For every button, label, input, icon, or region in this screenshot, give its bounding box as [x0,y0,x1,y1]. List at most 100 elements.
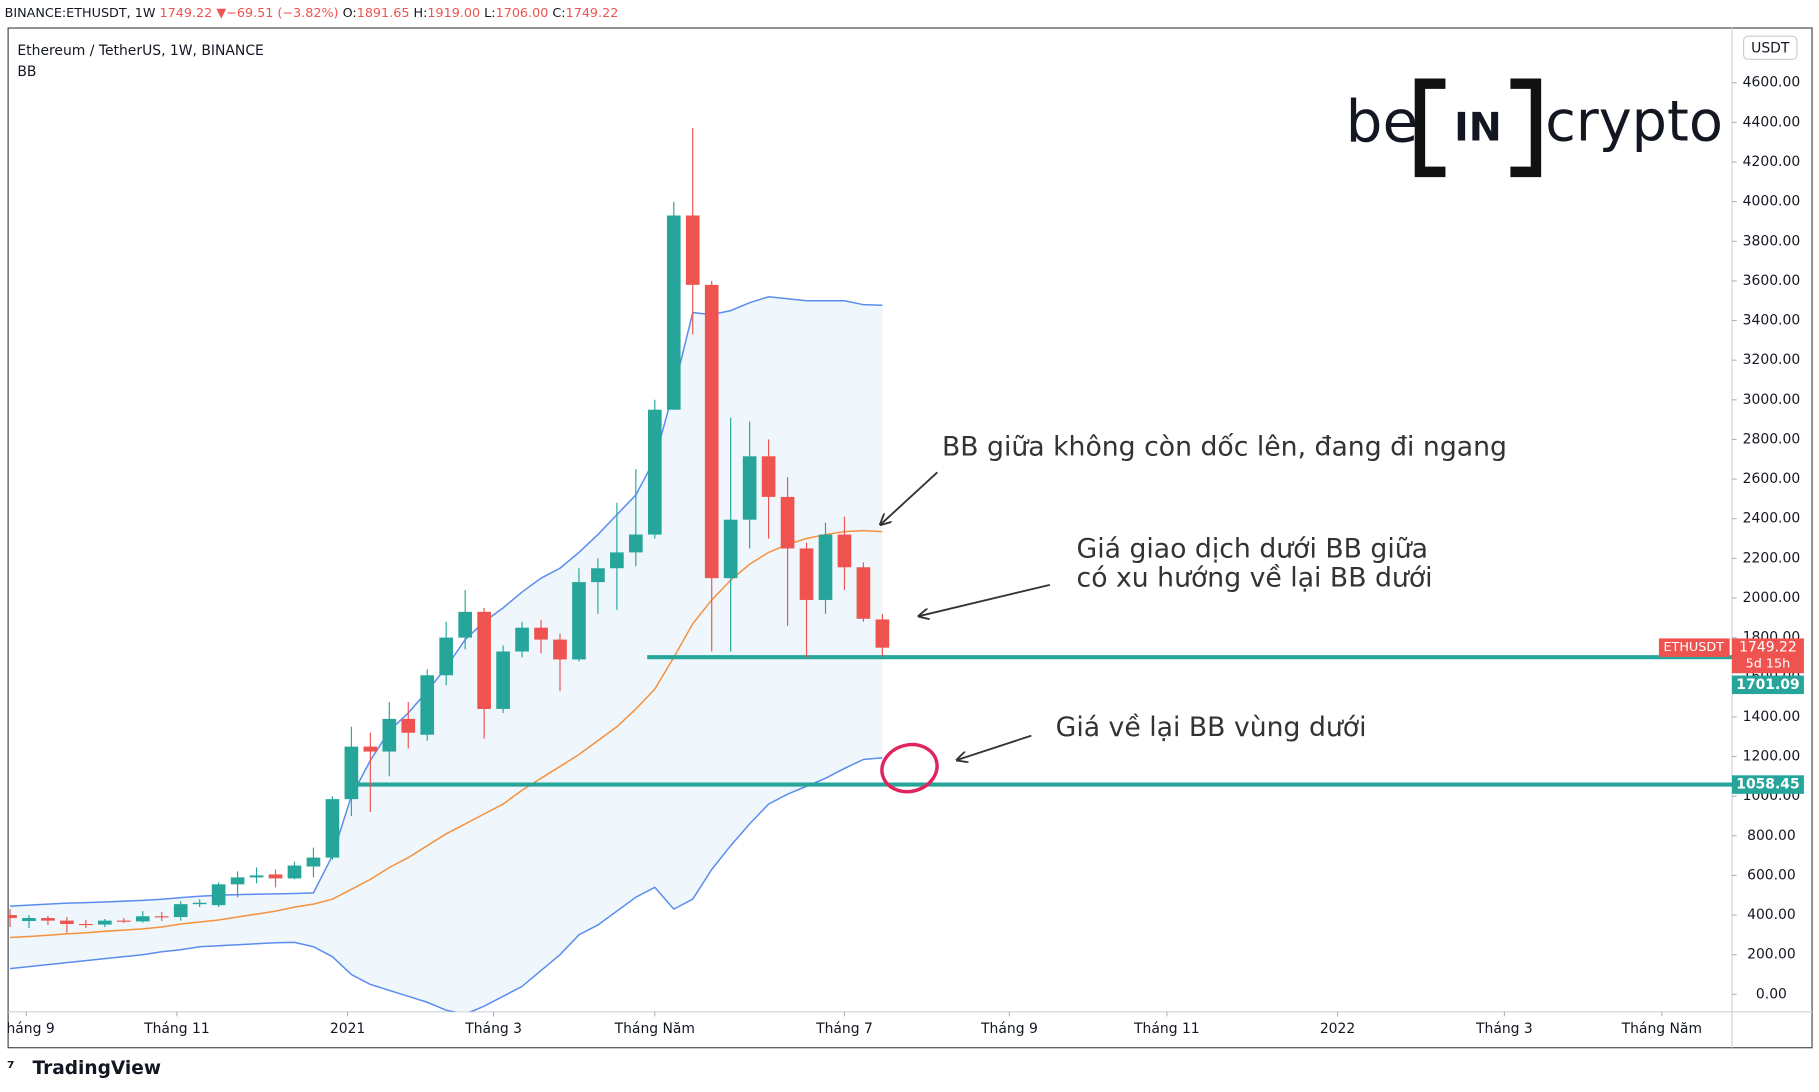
candle-body [591,568,605,583]
x-tick-label: Tháng 9 [0,1021,55,1037]
candle-body [363,746,378,752]
candle-body [79,923,93,926]
ohlc-value: 1749.22 [566,5,619,20]
ohlc-value: 1706.00 [496,5,549,20]
footer: ⁷ TradingView [7,1058,161,1079]
candle-body [154,916,169,918]
logo-left: be [1346,88,1419,156]
candle-body [211,884,226,906]
symbol-box [1658,638,1730,657]
x-tick-label: Tháng 7 [815,1021,873,1037]
candle-body [98,920,112,925]
candle-body [610,552,624,569]
currency-box [1743,35,1798,60]
candle-body [837,534,852,568]
annotations: BB giữa không còn dốc lên, đang đi ngang… [877,431,1507,794]
ohlc-key: C: [552,5,565,20]
currency: USDT [1751,40,1790,56]
arrow [880,471,938,524]
logo-bracket [1510,78,1542,178]
candle-body [420,675,435,735]
candle-body [382,718,397,752]
candle-body [704,284,719,579]
candle-body [875,619,890,648]
candle-body [761,456,776,497]
level-price-box [1731,775,1804,794]
logo-bracket [1414,78,1446,178]
y-tick-label: 3200.00 [1743,352,1801,368]
candle-body [553,639,567,660]
y-tick-label: 200.00 [1747,947,1796,963]
x-tick-label: 2021 [330,1021,365,1037]
candle-body [818,534,833,600]
candle-body [647,409,662,535]
ohlc-value: 1919.00 [427,5,480,20]
candle-body [306,857,321,867]
logo: be IN crypto [1346,78,1723,178]
annotation: BB giữa không còn dốc lên, đang đi ngang [942,431,1507,462]
last-price-box [1731,638,1804,674]
candle-body [629,534,643,553]
candle-body [249,875,264,878]
y-tick-label: 4200.00 [1743,154,1801,170]
y-tick-label: 4400.00 [1743,114,1801,130]
y-tick-label: 1400.00 [1743,709,1801,725]
ohlc-value: 1891.65 [357,5,410,20]
y-tick-label: 2800.00 [1743,431,1801,447]
candle-body [401,718,416,733]
level-price-box [1731,675,1804,695]
candle-body [230,877,245,885]
candle-body [344,746,359,800]
y-tick-label: 800.00 [1747,828,1796,844]
ohlc-key: H: [414,5,428,20]
plot-area [8,127,1732,1012]
y-tick-label: 3400.00 [1743,313,1801,329]
x-tick-label: Tháng 9 [980,1021,1038,1037]
level-price-label: 1058.45 [1736,777,1799,793]
y-tick-label: 2600.00 [1743,471,1801,487]
candle-body [799,548,814,600]
indicator-label: BB [17,64,36,80]
candle-body [439,637,454,676]
candle-body [8,915,17,919]
candle-body [856,567,871,619]
last-price-label: 1749.22 [1739,640,1797,656]
y-tick-label: 3600.00 [1743,273,1801,289]
candle-body [723,519,738,579]
candle-body [268,874,283,879]
candle-body [287,865,302,879]
candle-body [534,627,548,640]
candle-body [41,918,55,921]
candle-body [742,456,757,520]
y-tick-label: 2200.00 [1743,550,1801,566]
candle-body [173,904,188,918]
x-tick-label: Tháng Năm [1621,1021,1702,1037]
y-tick-label: 4600.00 [1743,75,1801,91]
header: BINANCE:ETHUSDT, 1W 1749.22 ▼−69.51 (−3.… [5,5,619,20]
candle-body [685,215,700,285]
change-arrow: ▼ [216,5,226,20]
logo-middle: IN [1454,105,1502,151]
y-tick-label: 3000.00 [1743,392,1801,408]
countdown-label: 5d 15h [1746,656,1791,671]
logo-right: crypto [1545,90,1723,155]
chart-frame [7,27,1813,1049]
x-tick-label: Tháng 11 [1133,1021,1200,1037]
ohlc-key: L: [484,5,495,20]
footer-brand: TradingView [32,1058,161,1079]
symbol-label: ETHUSDT [1663,640,1724,655]
y-tick-label: 400.00 [1747,907,1796,923]
candle-body [192,902,207,905]
candle-body [458,611,472,638]
candle-body [116,920,131,922]
annotation: có xu hướng về lại BB dưới [1077,563,1433,594]
x-tick-label: Tháng 3 [1475,1021,1533,1037]
x-tick-label: 2022 [1320,1021,1355,1037]
candle-body [666,215,681,410]
candle-body [515,627,529,652]
bb-band-fill [10,296,883,1012]
y-tick-label: 1200.00 [1743,749,1801,765]
footer-icon: ⁷ [7,1059,15,1079]
candle-body [325,799,340,858]
